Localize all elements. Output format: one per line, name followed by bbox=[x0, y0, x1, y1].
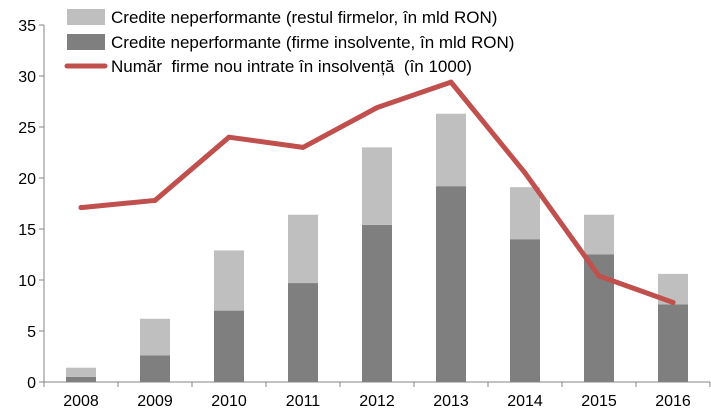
bar-insolvent-2009 bbox=[140, 355, 170, 382]
y-tick-label-20: 20 bbox=[18, 171, 36, 188]
legend-label-1: Credite neperformante (firme insolvente,… bbox=[111, 33, 514, 52]
bar-rest-2011 bbox=[288, 214, 318, 284]
bars-layer bbox=[66, 113, 688, 382]
line-point-2011 bbox=[300, 144, 306, 150]
line-point-2014 bbox=[522, 170, 528, 176]
legend-label-2: Număr firme nou intrate în insolvență (î… bbox=[111, 57, 472, 76]
bar-rest-2014 bbox=[510, 187, 540, 240]
line-point-2010 bbox=[226, 134, 232, 140]
bar-rest-2013 bbox=[436, 113, 466, 187]
bar-insolvent-2016 bbox=[658, 304, 688, 382]
y-tick-label-35: 35 bbox=[18, 18, 36, 35]
bar-insolvent-2011 bbox=[288, 283, 318, 382]
line-point-2013 bbox=[448, 79, 454, 85]
legend-swatch-1 bbox=[67, 34, 105, 50]
x-tick-label-2013: 2013 bbox=[433, 393, 469, 410]
y-tick-label-10: 10 bbox=[18, 273, 36, 290]
legend: Credite neperformante (restul firmelor, … bbox=[64, 8, 514, 76]
x-tick-label-2011: 2011 bbox=[286, 393, 321, 410]
legend-label-0: Credite neperformante (restul firmelor, … bbox=[111, 8, 497, 27]
x-tick-label-2012: 2012 bbox=[359, 393, 395, 410]
y-tick-label-0: 0 bbox=[27, 375, 36, 392]
bar-rest-2008 bbox=[66, 367, 96, 377]
legend-swatch-0 bbox=[67, 9, 105, 25]
bar-insolvent-2014 bbox=[510, 239, 540, 382]
line-point-2012 bbox=[374, 105, 380, 111]
x-tick-label-2015: 2015 bbox=[581, 393, 617, 410]
y-tick-label-25: 25 bbox=[18, 120, 36, 137]
bar-rest-2015 bbox=[584, 214, 614, 255]
y-tick-label-30: 30 bbox=[18, 69, 36, 86]
line-point-2009 bbox=[152, 197, 158, 203]
bar-rest-2012 bbox=[362, 147, 392, 225]
bar-insolvent-2010 bbox=[214, 310, 244, 382]
x-tick-label-2010: 2010 bbox=[211, 393, 247, 410]
bar-rest-2009 bbox=[140, 318, 170, 356]
bar-insolvent-2008 bbox=[66, 376, 96, 382]
bar-rest-2010 bbox=[214, 250, 244, 311]
line-layer bbox=[78, 79, 676, 305]
y-tick-label-5: 5 bbox=[27, 324, 36, 341]
bar-insolvent-2012 bbox=[362, 224, 392, 382]
axes-layer: 0 5 10 15 20 25 30 35 2008 2009 2010 2011 2012 2013 20… bbox=[18, 18, 711, 410]
x-tick-label-2016: 2016 bbox=[655, 393, 691, 410]
line-point-2016 bbox=[670, 299, 676, 305]
line-point-2015 bbox=[596, 273, 602, 279]
bar-insolvent-2013 bbox=[436, 186, 466, 382]
x-tick-label-2009: 2009 bbox=[137, 393, 173, 410]
line-point-2008 bbox=[78, 205, 84, 211]
x-tick-label-2014: 2014 bbox=[507, 393, 543, 410]
x-tick-label-2008: 2008 bbox=[63, 393, 99, 410]
y-tick-label-15: 15 bbox=[18, 222, 36, 239]
